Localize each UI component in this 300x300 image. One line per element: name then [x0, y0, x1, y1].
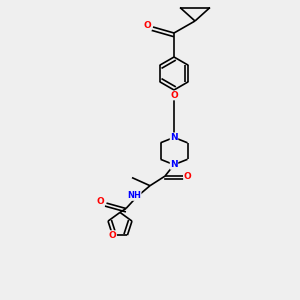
Text: O: O: [170, 91, 178, 100]
Text: O: O: [184, 172, 191, 181]
Text: N: N: [170, 133, 178, 142]
Text: N: N: [170, 160, 178, 169]
Text: O: O: [144, 21, 152, 30]
Text: NH: NH: [127, 191, 141, 200]
Text: O: O: [97, 197, 104, 206]
Text: O: O: [109, 231, 116, 240]
